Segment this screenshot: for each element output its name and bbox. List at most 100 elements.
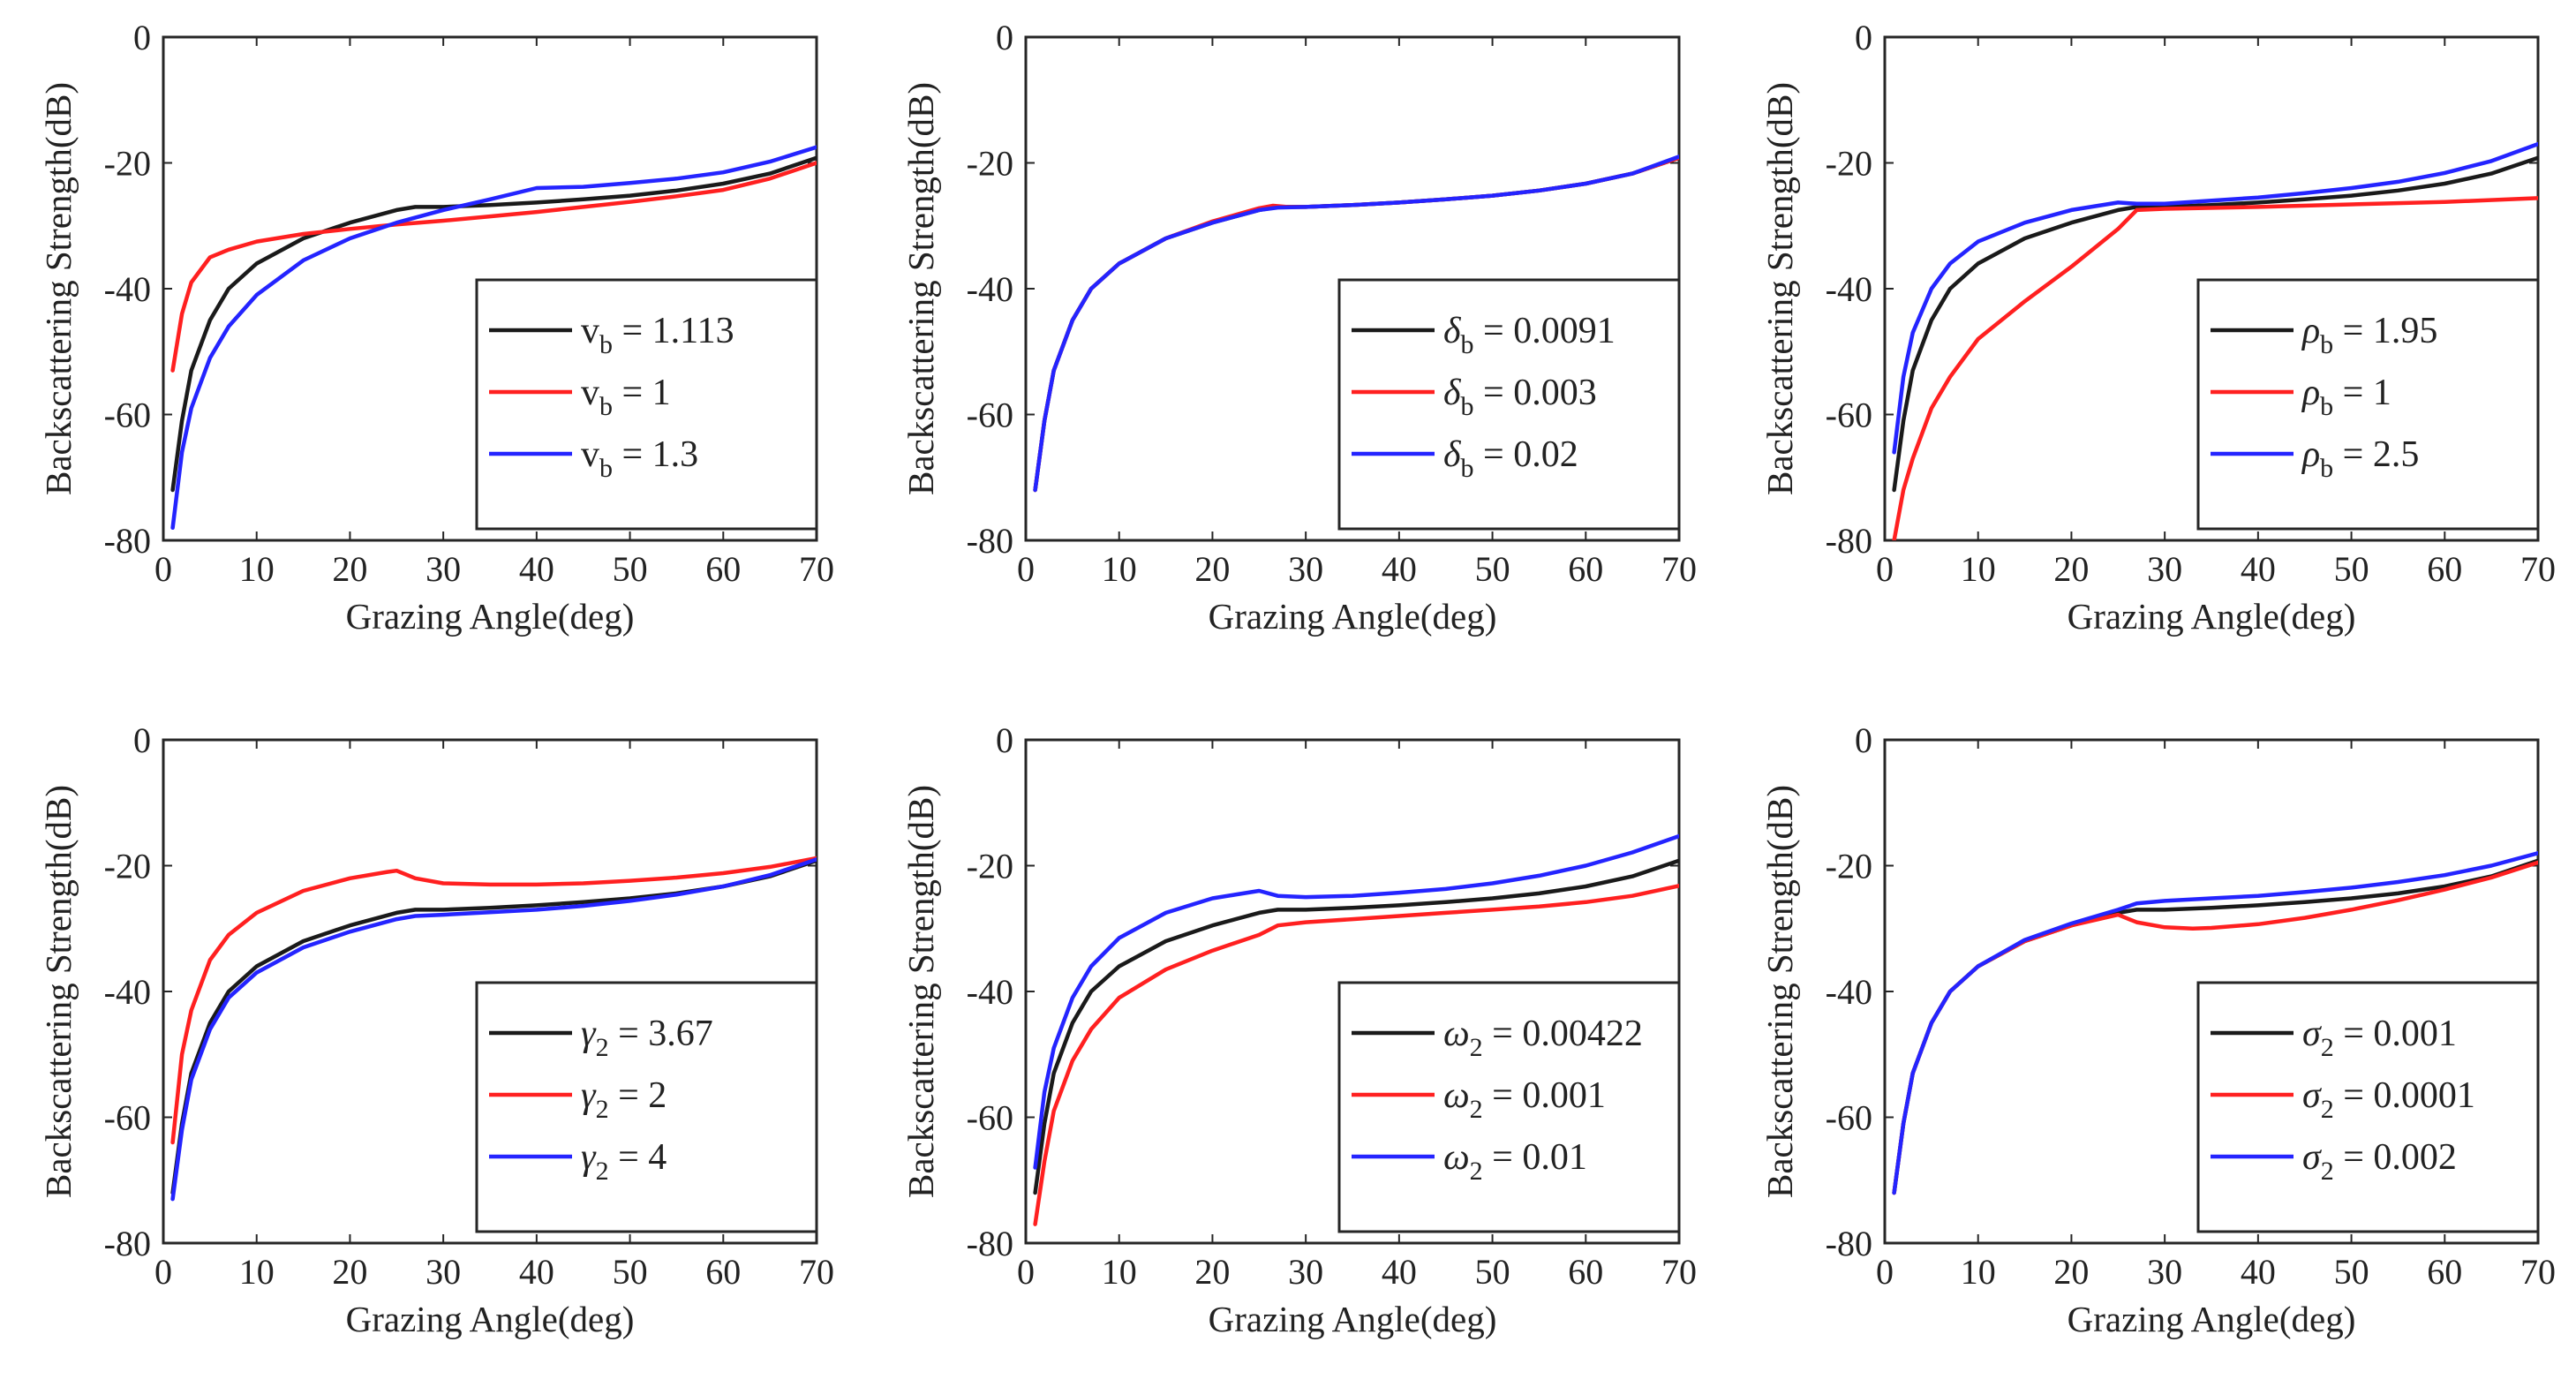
x-tick-label: 40 <box>2241 1252 2276 1292</box>
x-tick-label: 50 <box>613 549 648 589</box>
legend-symbol: ρ <box>2301 311 2320 351</box>
x-tick-label: 30 <box>426 1252 461 1292</box>
legend-value: = 2.5 <box>2333 434 2419 475</box>
series-line-1 <box>1033 858 1679 1195</box>
y-tick-label: -20 <box>967 847 1013 886</box>
legend-entry: ρb = 1.95 <box>2301 311 2437 359</box>
series-line-3 <box>1033 155 1679 493</box>
y-axis-label: Backscattering Strength(dB) <box>1759 82 1800 495</box>
x-tick-label: 30 <box>2147 549 2182 589</box>
x-tick-label: 60 <box>705 1252 741 1292</box>
legend-subscript: 2 <box>596 1157 609 1186</box>
legend-entry: ω2 = 0.01 <box>1443 1137 1587 1186</box>
legend-subscript: b <box>599 392 613 421</box>
x-tick-label: 30 <box>2147 1252 2182 1292</box>
legend-entry: δb = 0.02 <box>1443 434 1578 483</box>
y-tick-label: -40 <box>967 972 1013 1012</box>
legend-subscript: 2 <box>1470 1095 1483 1124</box>
series-line-1 <box>170 155 817 493</box>
x-tick-label: 50 <box>613 1252 648 1292</box>
y-tick-label: -20 <box>967 144 1013 184</box>
x-tick-label: 60 <box>2427 549 2462 589</box>
legend-value: = 2 <box>609 1075 667 1116</box>
y-tick-label: -80 <box>1826 1224 1872 1263</box>
legend-entry: σ2 = 0.0001 <box>2302 1075 2475 1124</box>
x-tick-label: 60 <box>2427 1252 2462 1292</box>
series-line-2 <box>1033 884 1679 1226</box>
x-tick-label: 30 <box>1288 549 1323 589</box>
series-line-3 <box>1892 141 2538 455</box>
y-tick-label: -20 <box>104 144 151 184</box>
x-tick-label: 20 <box>332 1252 367 1292</box>
x-tick-label: 30 <box>426 549 461 589</box>
legend-entry: ρb = 2.5 <box>2301 434 2419 483</box>
x-tick-label: 10 <box>1961 549 1996 589</box>
legend-symbol: v <box>581 373 599 413</box>
x-tick-label: 20 <box>1194 1252 1230 1292</box>
y-tick-label: -60 <box>104 396 151 435</box>
legend-symbol: ω <box>1443 1075 1470 1116</box>
legend-value: = 0.02 <box>1474 434 1578 475</box>
legend-entry: ω2 = 0.001 <box>1443 1075 1606 1124</box>
y-tick-label: 0 <box>133 720 151 760</box>
x-tick-label: 30 <box>1288 1252 1323 1292</box>
legend-box <box>475 278 818 531</box>
legend-subscript: b <box>1461 454 1474 483</box>
y-tick-label: -40 <box>1826 269 1872 309</box>
legend-symbol: γ <box>581 1137 597 1178</box>
series-line-3 <box>1892 851 2538 1195</box>
y-tick-label: 0 <box>1855 18 1872 57</box>
legend-value: = 4 <box>609 1137 667 1178</box>
legend-subscript: b <box>2320 392 2333 421</box>
x-tick-label: 0 <box>1017 1252 1035 1292</box>
y-tick-label: -80 <box>967 1224 1013 1263</box>
x-tick-label: 20 <box>1194 549 1230 589</box>
series-line-1 <box>1892 155 2538 493</box>
x-tick-label: 60 <box>1568 1252 1603 1292</box>
legend-symbol: γ <box>581 1014 597 1054</box>
x-tick-label: 10 <box>239 1252 275 1292</box>
legend-value: = 0.001 <box>1483 1075 1606 1116</box>
legend-entry: vb = 1 <box>581 373 671 421</box>
legend-box <box>2196 278 2540 531</box>
y-tick-label: -60 <box>1826 396 1872 435</box>
y-tick-label: -20 <box>1826 144 1872 184</box>
y-axis-label: Backscattering Strength(dB) <box>900 785 941 1198</box>
legend-value: = 0.0091 <box>1474 311 1616 351</box>
legend-box <box>1337 981 1681 1233</box>
legend-subscript: 2 <box>596 1033 609 1062</box>
x-tick-label: 10 <box>1961 1252 1996 1292</box>
y-tick-label: -80 <box>104 1224 151 1263</box>
x-tick-label: 20 <box>332 549 367 589</box>
legend-value: = 0.00422 <box>1483 1014 1643 1054</box>
legend-value: = 0.003 <box>1474 373 1597 413</box>
y-axis-label: Backscattering Strength(dB) <box>900 82 941 495</box>
series-line-2 <box>1892 196 2538 540</box>
legend-value: = 3.67 <box>609 1014 713 1054</box>
legend-symbol: v <box>581 311 599 351</box>
x-tick-label: 10 <box>239 549 275 589</box>
x-axis-label: Grazing Angle(deg) <box>1209 1299 1497 1339</box>
legend-symbol: ρ <box>2301 434 2320 475</box>
chart-1: 0 10 20 30 40 50 60 70 0 -20 -40 -60 -80 Grazing Angl… <box>38 18 834 637</box>
legend-subscript: 2 <box>1470 1033 1483 1062</box>
series-line-2 <box>170 161 817 373</box>
x-tick-label: 70 <box>1661 1252 1697 1292</box>
legend-box <box>475 981 818 1233</box>
legend-symbol: v <box>581 434 599 475</box>
legend-symbol: δ <box>1443 434 1462 475</box>
x-tick-label: 0 <box>1017 549 1035 589</box>
y-tick-label: -20 <box>1826 847 1872 886</box>
legend-subscript: b <box>1461 392 1474 421</box>
x-tick-label: 70 <box>1661 549 1697 589</box>
legend-symbol: γ <box>581 1075 597 1116</box>
legend-symbol: δ <box>1443 311 1462 351</box>
legend-entry: σ2 = 0.001 <box>2302 1014 2457 1062</box>
chart-6: 0 10 20 30 40 50 60 70 0 -20 -40 -60 -80 Grazing Angl… <box>1759 720 2556 1339</box>
y-tick-label: 0 <box>996 18 1013 57</box>
legend-symbol: δ <box>1443 373 1462 413</box>
